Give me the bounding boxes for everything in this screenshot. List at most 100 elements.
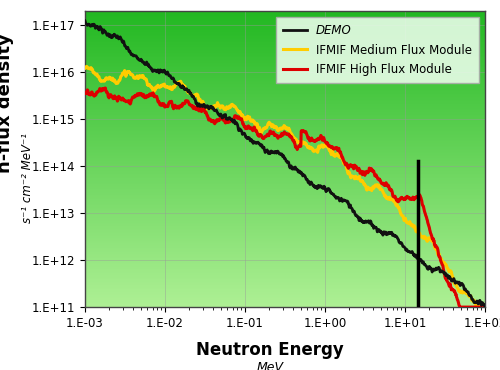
Bar xyxy=(85,132,485,134)
Bar xyxy=(85,193,485,195)
Bar xyxy=(85,236,485,238)
Bar xyxy=(85,233,485,235)
Bar xyxy=(85,84,485,85)
Bar xyxy=(85,27,485,29)
Bar xyxy=(85,51,485,53)
Bar xyxy=(85,270,485,272)
Bar xyxy=(85,94,485,95)
Bar xyxy=(85,69,485,70)
Bar xyxy=(85,118,485,119)
Bar xyxy=(85,208,485,209)
Bar xyxy=(85,169,485,171)
Bar xyxy=(85,92,485,94)
Bar xyxy=(85,50,485,51)
Bar xyxy=(85,149,485,150)
Bar xyxy=(85,218,485,220)
Bar xyxy=(85,239,485,240)
Bar xyxy=(85,248,485,249)
Bar xyxy=(85,300,485,301)
Bar xyxy=(85,98,485,100)
Bar xyxy=(85,211,485,212)
Bar xyxy=(85,174,485,175)
Bar xyxy=(85,280,485,282)
Bar xyxy=(85,82,485,84)
Bar xyxy=(85,125,485,127)
Bar xyxy=(85,119,485,121)
IFMIF High Flux Module xyxy=(402,196,407,201)
IFMIF High Flux Module xyxy=(244,127,250,131)
Bar xyxy=(85,42,485,44)
Bar xyxy=(85,156,485,158)
Bar xyxy=(85,288,485,289)
Bar xyxy=(85,20,485,21)
Bar xyxy=(85,61,485,63)
Bar xyxy=(85,171,485,172)
Bar xyxy=(85,254,485,255)
IFMIF High Flux Module xyxy=(394,199,400,203)
Bar xyxy=(85,175,485,177)
IFMIF Medium Flux Module xyxy=(474,305,480,309)
Text: MeV: MeV xyxy=(256,361,283,370)
Bar xyxy=(85,85,485,87)
Bar xyxy=(85,155,485,156)
Bar xyxy=(85,124,485,125)
Bar xyxy=(85,255,485,257)
Bar xyxy=(85,212,485,214)
Bar xyxy=(85,201,485,202)
IFMIF Medium Flux Module xyxy=(402,218,407,222)
Bar xyxy=(85,23,485,24)
Bar xyxy=(85,11,485,13)
Bar xyxy=(85,295,485,297)
Bar xyxy=(85,150,485,152)
Bar xyxy=(85,275,485,276)
Bar xyxy=(85,134,485,135)
Bar xyxy=(85,223,485,224)
Bar xyxy=(85,183,485,184)
Bar xyxy=(85,192,485,193)
IFMIF High Flux Module xyxy=(102,86,108,90)
Bar xyxy=(85,97,485,98)
Bar xyxy=(85,56,485,57)
IFMIF High Flux Module xyxy=(457,305,463,309)
Bar xyxy=(85,238,485,239)
Bar xyxy=(85,147,485,149)
Bar xyxy=(85,53,485,54)
Bar xyxy=(85,278,485,279)
Bar xyxy=(85,276,485,278)
Line: DEMO: DEMO xyxy=(85,21,485,306)
Bar xyxy=(85,78,485,79)
IFMIF Medium Flux Module xyxy=(357,178,363,182)
Bar xyxy=(85,168,485,169)
Line: IFMIF High Flux Module: IFMIF High Flux Module xyxy=(85,88,485,307)
Bar xyxy=(85,205,485,206)
Bar xyxy=(85,252,485,254)
Bar xyxy=(85,41,485,42)
Bar xyxy=(85,58,485,60)
Bar xyxy=(85,301,485,303)
Legend: DEMO, IFMIF Medium Flux Module, IFMIF High Flux Module: DEMO, IFMIF Medium Flux Module, IFMIF Hi… xyxy=(276,17,479,83)
IFMIF Medium Flux Module xyxy=(394,203,400,207)
Bar xyxy=(85,45,485,47)
Bar xyxy=(85,110,485,112)
Bar xyxy=(85,269,485,270)
Bar xyxy=(85,291,485,292)
Bar xyxy=(85,226,485,227)
Bar xyxy=(85,21,485,23)
Bar xyxy=(85,282,485,283)
Bar xyxy=(85,76,485,78)
IFMIF Medium Flux Module xyxy=(84,64,89,68)
Bar xyxy=(85,165,485,166)
IFMIF High Flux Module xyxy=(123,99,129,104)
Bar xyxy=(85,232,485,233)
Bar xyxy=(85,64,485,66)
IFMIF High Flux Module xyxy=(357,171,363,175)
Bar xyxy=(85,177,485,178)
Bar xyxy=(85,198,485,199)
Bar xyxy=(85,159,485,161)
Bar xyxy=(85,184,485,186)
Bar xyxy=(85,181,485,183)
Bar xyxy=(85,235,485,236)
Bar xyxy=(85,100,485,101)
Bar xyxy=(85,286,485,288)
Bar xyxy=(85,26,485,27)
